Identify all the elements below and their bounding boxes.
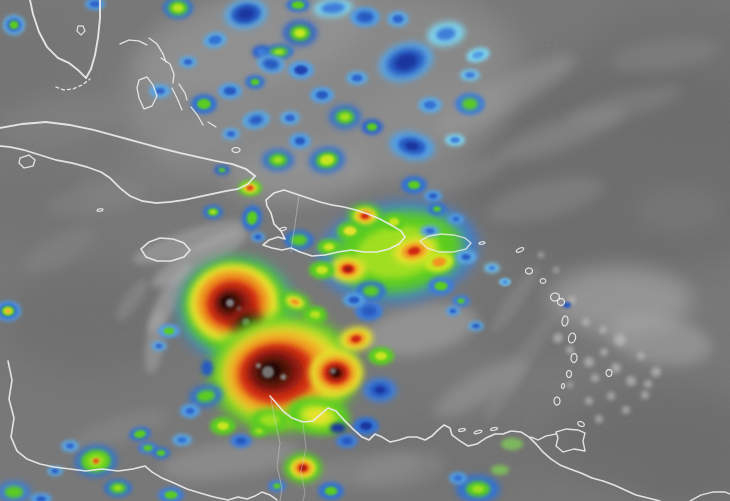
coastline-haiti-dr-border	[290, 195, 300, 253]
coastline-isla-de-la-juventud	[18, 154, 36, 169]
coastline-cuba-south-coast	[0, 145, 256, 204]
island-outline-grenada	[553, 396, 561, 406]
coastline-central-america-coast	[7, 360, 229, 501]
island-outline-virgin-islands	[478, 241, 486, 245]
coastline-paria-peninsula	[530, 433, 557, 441]
coastline-eleuthera	[160, 57, 175, 84]
coastline-colombia-border-1	[270, 398, 283, 501]
island-outline-bonaire	[489, 426, 499, 432]
coastline-andros	[136, 76, 158, 110]
coastline-florida-west-coast	[29, 0, 87, 79]
coastline-trinidad	[555, 428, 586, 453]
island-outline-st-lucia	[570, 352, 578, 364]
coastline-cuba-north-coast	[0, 121, 256, 177]
island-outline-antigua	[524, 267, 534, 275]
island-outline-guadeloupe-east	[556, 297, 566, 307]
coastline-panama-coast	[227, 491, 278, 501]
island-outline-barbados	[605, 368, 613, 378]
island-outline-guadeloupe-west	[549, 292, 561, 302]
island-outline-curacao	[473, 429, 483, 435]
island-outline-st-vincent	[565, 369, 573, 379]
coastline-colombia-border-2	[300, 423, 307, 501]
island-outline-great-inagua	[231, 146, 241, 154]
coastline-jamaica	[140, 237, 191, 262]
island-outline-martinique	[567, 332, 577, 344]
island-outline-tobago	[577, 420, 585, 428]
coastline-lake-okeechobee	[76, 25, 86, 36]
island-outline-cayman	[96, 208, 104, 212]
coastline-south-america-coast-east	[689, 491, 730, 501]
island-outline-gonave	[278, 226, 288, 232]
island-outline-aruba	[457, 427, 467, 433]
coastline-long-island-bahamas	[190, 106, 204, 126]
coastline-crooked-island	[207, 121, 217, 128]
coastline-exuma-chain	[171, 87, 183, 111]
islands-layer	[96, 146, 613, 435]
coastline-cat-island	[178, 83, 188, 101]
island-outline-anguilla-st-martin	[515, 247, 525, 253]
coastline-south-america-coast	[269, 395, 661, 501]
island-outline-grenadines	[560, 382, 566, 390]
coastline-florida-east-coast	[85, 0, 101, 79]
coastline-hispaniola	[262, 189, 406, 257]
island-outline-dominica	[561, 315, 569, 327]
coastline-puerto-rico	[419, 233, 472, 253]
island-outline-montserrat	[539, 278, 547, 285]
coastline-florida-keys	[55, 78, 91, 91]
coastline-grand-bahama	[119, 39, 148, 46]
coastline-abaco	[148, 37, 167, 63]
